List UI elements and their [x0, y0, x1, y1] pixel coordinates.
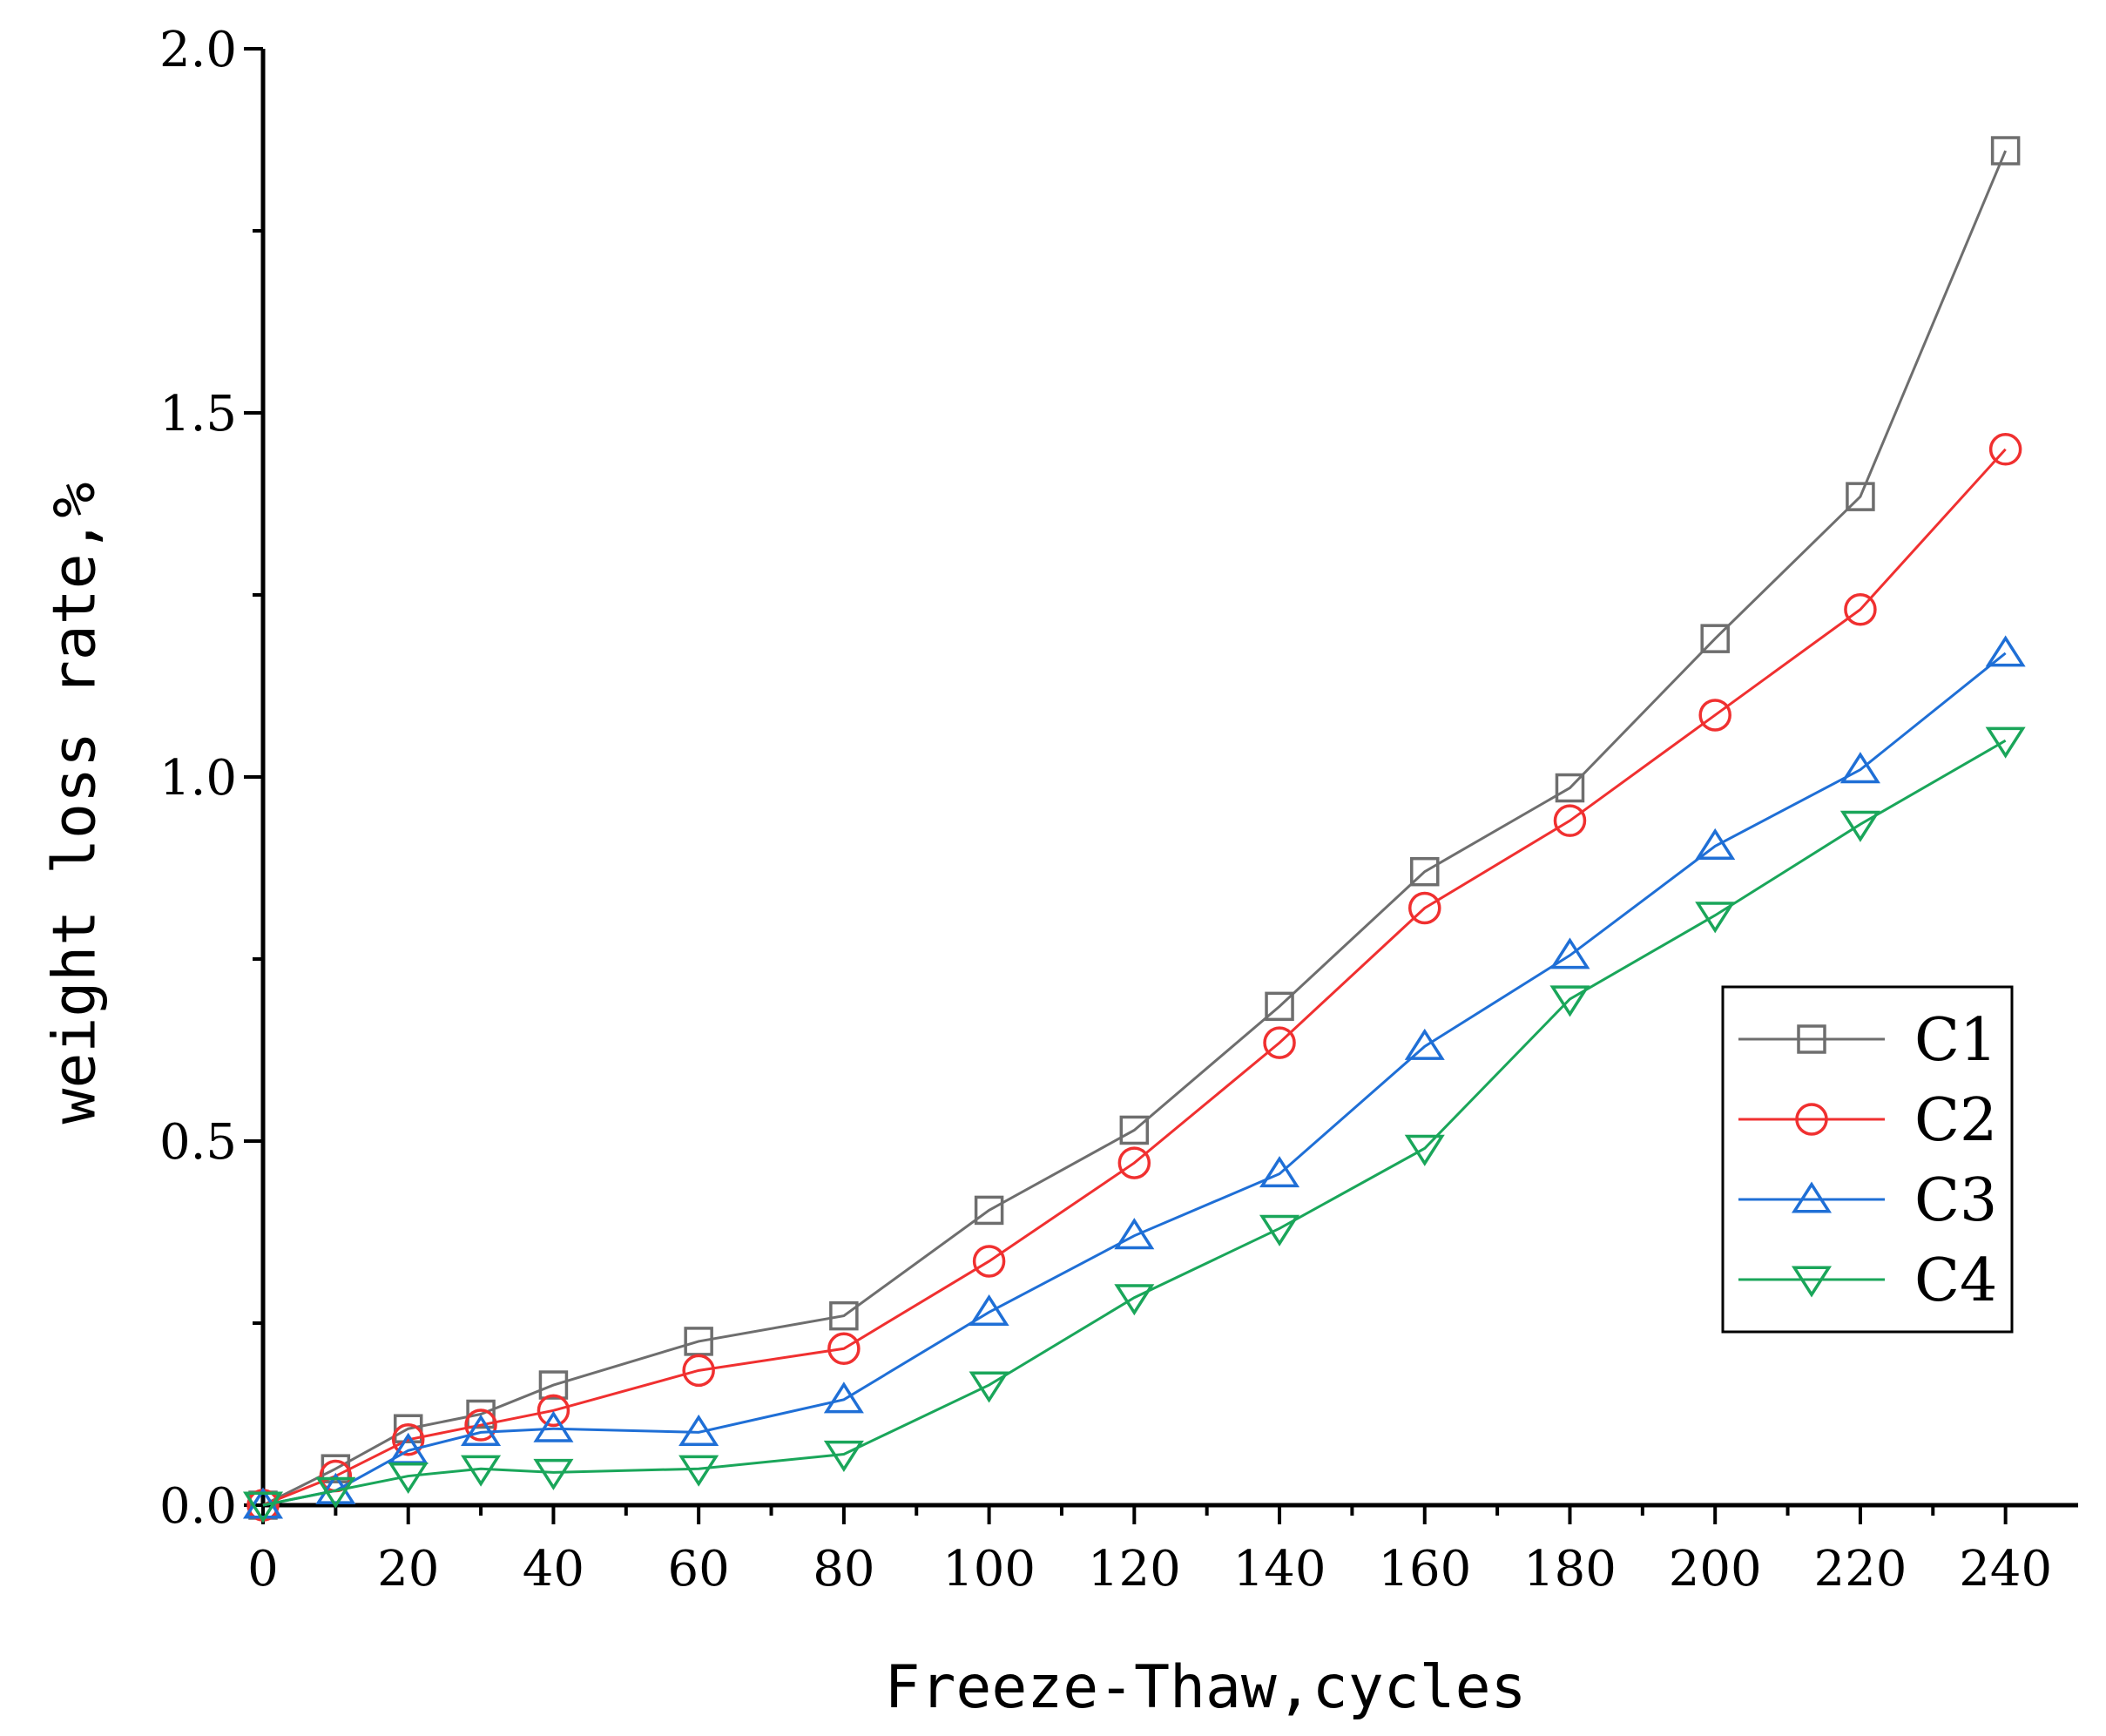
data-point-c4 [461, 1455, 502, 1487]
legend-marker [1791, 1181, 1833, 1213]
legend-item-c4: C4 [1738, 1246, 1997, 1315]
data-point-c1 [1846, 482, 1875, 511]
data-point-c3 [1695, 827, 1736, 860]
data-point-c2 [1553, 804, 1587, 837]
legend-marker [1797, 1024, 1826, 1054]
x-tick-label: 20 [377, 1541, 439, 1598]
data-point-c4 [533, 1458, 574, 1490]
x-axis-title: Freeze-Thaw,cycles [885, 1653, 1527, 1722]
data-point-c3 [533, 1410, 574, 1442]
data-point-c3 [461, 1414, 502, 1446]
data-point-c1 [393, 1414, 423, 1443]
data-point-c1 [829, 1300, 859, 1331]
data-point-c4 [1549, 985, 1590, 1017]
x-tick-label: 160 [1378, 1541, 1471, 1598]
series-line-c3 [262, 652, 2007, 1507]
data-point-c2 [537, 1394, 570, 1428]
data-point-c2 [391, 1423, 425, 1456]
x-tick-label: 80 [813, 1541, 874, 1598]
data-point-c4 [1839, 810, 1880, 842]
data-point-c1 [1410, 856, 1440, 887]
data-point-c1 [538, 1370, 569, 1400]
data-point-c4 [1259, 1214, 1300, 1246]
data-point-c3 [1404, 1028, 1445, 1060]
y-axis-title: weight loss rate,% [41, 483, 110, 1125]
x-ticks: 0 20 40 60 80 100 120 140 160 180 200 220 240 [247, 1505, 2052, 1598]
x-tick-label: 220 [1813, 1541, 1907, 1598]
data-point-c4 [823, 1440, 864, 1472]
data-point-c2 [827, 1332, 861, 1366]
data-point-c3 [1985, 635, 2026, 667]
x-tick-label: 60 [668, 1541, 730, 1598]
data-point-c3 [1839, 752, 1880, 784]
legend-label: C1 [1914, 1006, 1997, 1075]
data-point-c1 [1990, 136, 2021, 165]
legend-item-c3: C3 [1738, 1166, 1997, 1235]
data-point-c1 [1119, 1115, 1150, 1145]
data-point-c2 [972, 1245, 1006, 1278]
x-tick-label: 100 [942, 1541, 1036, 1598]
series-line-c2 [262, 448, 2007, 1507]
series-c2 [246, 433, 2022, 1522]
data-point-c2 [1988, 433, 2022, 466]
data-point-c2 [682, 1354, 715, 1388]
data-point-c2 [1408, 891, 1441, 925]
x-tick-label: 40 [523, 1541, 584, 1598]
legend-label: C3 [1914, 1166, 1997, 1235]
y-tick-label: 2.0 [159, 22, 237, 78]
legend-marker [1791, 1266, 1833, 1298]
x-tick-label: 240 [1959, 1541, 2052, 1598]
data-point-c4 [1985, 726, 2026, 759]
series-line-c4 [262, 739, 2007, 1507]
data-point-c2 [1263, 1026, 1296, 1059]
data-point-c2 [464, 1408, 497, 1442]
legend-label: C4 [1914, 1246, 1997, 1315]
x-tick-label: 180 [1523, 1541, 1617, 1598]
legend: C1 C2 C3 C4 [1721, 985, 2014, 1334]
y-ticks: 0.0 0.5 1.0 1.5 2.0 [159, 22, 263, 1535]
y-tick-label: 1.5 [159, 386, 237, 442]
data-point-c4 [678, 1455, 719, 1487]
series-c4 [242, 726, 2026, 1523]
x-tick-label: 120 [1088, 1541, 1181, 1598]
data-point-c4 [969, 1371, 1009, 1403]
data-point-c3 [678, 1414, 719, 1446]
x-tick-label: 200 [1669, 1541, 1762, 1598]
legend-marker [1795, 1103, 1828, 1136]
legend-label: C2 [1914, 1086, 1997, 1155]
data-point-c2 [1698, 699, 1731, 732]
y-tick-label: 1.0 [159, 750, 237, 807]
series-line-c1 [262, 150, 2008, 1507]
data-point-c4 [1114, 1284, 1155, 1316]
data-point-c3 [823, 1381, 864, 1414]
data-point-c4 [242, 1491, 284, 1523]
data-point-c4 [1695, 902, 1736, 934]
y-tick-label: 0.0 [159, 1478, 237, 1535]
x-tick-label: 0 [247, 1541, 279, 1598]
series-layer [242, 136, 2026, 1523]
y-tick-label: 0.5 [159, 1114, 237, 1171]
data-point-c3 [1549, 937, 1590, 969]
series-c3 [242, 635, 2026, 1519]
legend-item-c2: C2 [1738, 1086, 1997, 1155]
data-point-c1 [974, 1195, 1004, 1226]
data-point-c3 [1114, 1218, 1155, 1250]
data-point-c1 [1265, 991, 1294, 1022]
data-point-c4 [315, 1476, 356, 1509]
data-point-c1 [466, 1399, 496, 1429]
data-point-c2 [1844, 592, 1877, 626]
legend-box [1721, 985, 2014, 1334]
data-point-c3 [969, 1294, 1009, 1327]
data-point-c3 [1259, 1156, 1300, 1188]
data-point-c4 [1404, 1134, 1445, 1166]
data-point-c4 [388, 1462, 429, 1495]
axes: 0 20 40 60 80 100 120 140 160 180 200 220 240 0.0 0.5… [159, 22, 2078, 1598]
legend-item-c1: C1 [1738, 1006, 1997, 1075]
data-point-c1 [1700, 624, 1730, 653]
data-point-c1 [1555, 773, 1585, 803]
legend-items: C1 C2 C3 C4 [1738, 1006, 1997, 1315]
data-point-c2 [1117, 1146, 1151, 1179]
x-tick-label: 140 [1233, 1541, 1326, 1598]
